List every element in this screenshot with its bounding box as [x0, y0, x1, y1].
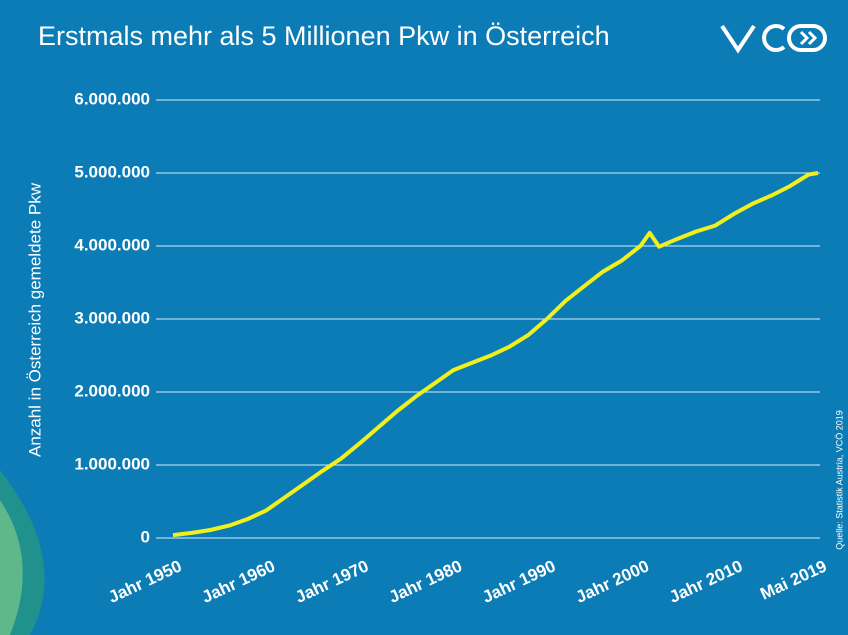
y-tick-label: 3.000.000 — [74, 308, 150, 327]
y-tick-label: 1.000.000 — [74, 454, 150, 473]
data-line — [172, 171, 819, 538]
y-tick-label: 2.000.000 — [74, 381, 150, 400]
y-tick-label: 5.000.000 — [74, 162, 150, 181]
decoration — [0, 500, 23, 635]
source-note: Quelle: Statistik Austria, VCÖ 2019 — [834, 410, 844, 550]
y-tick-label: 4.000.000 — [74, 235, 150, 254]
chart-title: Erstmals mehr als 5 Millionen Pkw in Öst… — [38, 21, 610, 51]
y-tick-label: 0 — [141, 527, 150, 546]
decoration — [0, 470, 45, 635]
logo — [720, 24, 827, 54]
y-axis-label: Anzahl in Österreich gemeldete Pkw — [25, 182, 44, 457]
y-tick-label: 6.000.000 — [74, 89, 150, 108]
